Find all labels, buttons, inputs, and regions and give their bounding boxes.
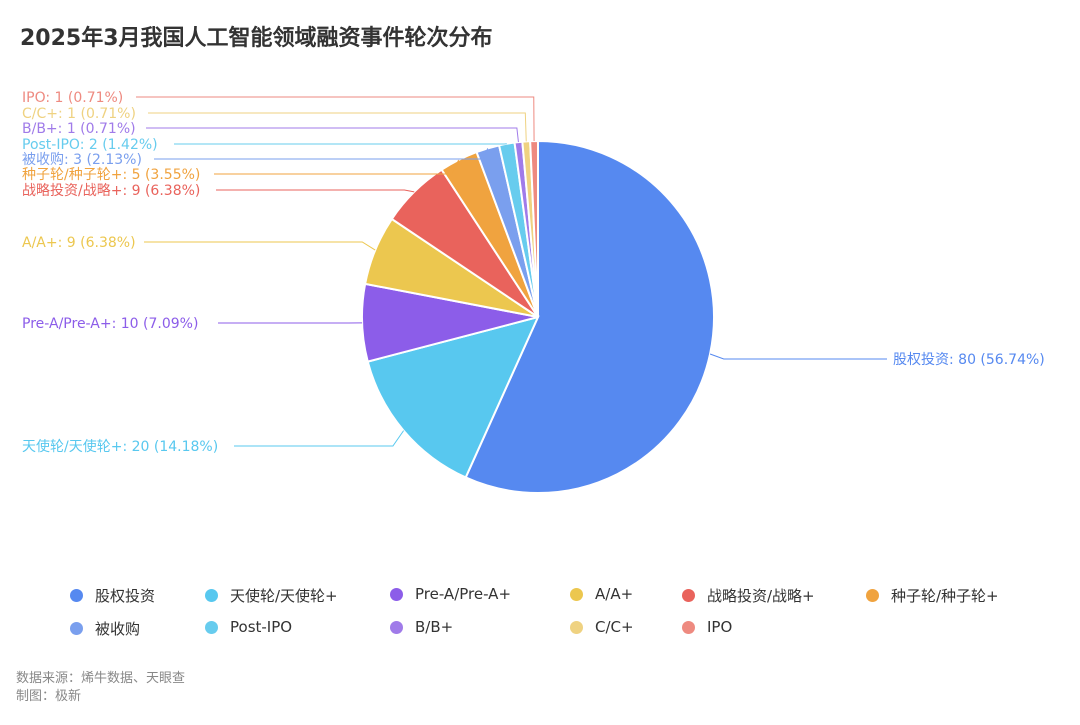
slice-label: 天使轮/天使轮+: 20 (14.18%) [22, 438, 218, 455]
footer: 数据来源：烯牛数据、天眼查 制图：极新 [16, 670, 185, 706]
legend-label: C/C+ [595, 618, 634, 636]
legend-color-dot [866, 589, 879, 602]
legend-item[interactable]: 天使轮/天使轮+ [205, 585, 338, 606]
legend-color-dot [70, 589, 83, 602]
legend-label: 被收购 [95, 620, 141, 638]
legend-item[interactable]: Pre-A/Pre-A+ [390, 585, 511, 603]
legend-label: B/B+ [415, 618, 454, 636]
author-text: 制图：极新 [16, 689, 82, 704]
legend-item[interactable]: 股权投资 [70, 585, 155, 606]
pie-slice [464, 139, 715, 494]
legend-color-dot [682, 589, 695, 602]
legend-item[interactable]: Post-IPO [205, 618, 292, 636]
chart-title: 2025年3月我国人工智能领域融资事件轮次分布 [20, 26, 493, 51]
legend-item[interactable]: 战略投资/战略+ [682, 585, 815, 606]
slice-label: 种子轮/种子轮+: 5 (3.55%) [22, 167, 200, 183]
slice-label: Post-IPO: 2 (1.42%) [22, 137, 158, 153]
leader-line [154, 148, 489, 160]
legend-item[interactable]: IPO [682, 618, 732, 636]
slice-label: B/B+: 1 (0.71%) [22, 121, 136, 137]
legend-item[interactable]: A/A+ [570, 585, 633, 603]
legend-item[interactable]: B/B+ [390, 618, 453, 636]
legend-label: Pre-A/Pre-A+ [415, 585, 512, 603]
legend-label: IPO [707, 618, 733, 636]
leader-line [136, 96, 535, 142]
leader-line [234, 430, 405, 447]
leader-line [146, 127, 519, 143]
leader-line [216, 189, 415, 193]
legend-color-dot [205, 620, 218, 634]
legend-label: Post-IPO [230, 618, 293, 636]
legend-label: 战略投资/战略+ [707, 587, 815, 605]
slice-label: 战略投资/战略+: 9 (6.38%) [22, 183, 200, 199]
legend-label: 股权投资 [95, 587, 156, 605]
legend-color-dot [570, 587, 583, 601]
slice-label: 股权投资: 80 (56.74%) [893, 352, 1045, 368]
legend-color-dot [390, 587, 403, 601]
legend-item[interactable]: C/C+ [570, 618, 634, 636]
slice-label: C/C+: 1 (0.71%) [22, 106, 136, 122]
legend-item[interactable]: 种子轮/种子轮+ [866, 585, 999, 606]
data-source-text: 数据来源：烯牛数据、天眼查 [16, 671, 186, 686]
legend-label: A/A+ [595, 585, 634, 603]
leader-line [709, 353, 887, 360]
legend-color-dot [570, 620, 583, 634]
legend-color-dot [390, 620, 403, 634]
pie-slice [529, 139, 539, 318]
leader-line [214, 159, 460, 175]
slice-label: Pre-A/Pre-A+: 10 (7.09%) [22, 316, 198, 332]
legend-label: 天使轮/天使轮+ [230, 587, 338, 605]
slice-label: 被收购: 3 (2.13%) [22, 152, 142, 168]
slice-label: IPO: 1 (0.71%) [22, 90, 123, 106]
legend-item[interactable]: 被收购 [70, 618, 140, 639]
pie-chart: 股权投资: 80 (56.74%) 天使轮/天使轮+: 20 (14.18%) Pr… [22, 90, 1045, 494]
legend-color-dot [205, 589, 218, 602]
legend-color-dot [682, 620, 695, 634]
leader-line [148, 112, 527, 142]
legend-color-dot [70, 622, 83, 635]
pie-slice [366, 315, 540, 479]
slice-label: A/A+: 9 (6.38%) [22, 235, 136, 251]
leader-line [144, 241, 376, 251]
legend-label: 种子轮/种子轮+ [891, 587, 999, 605]
